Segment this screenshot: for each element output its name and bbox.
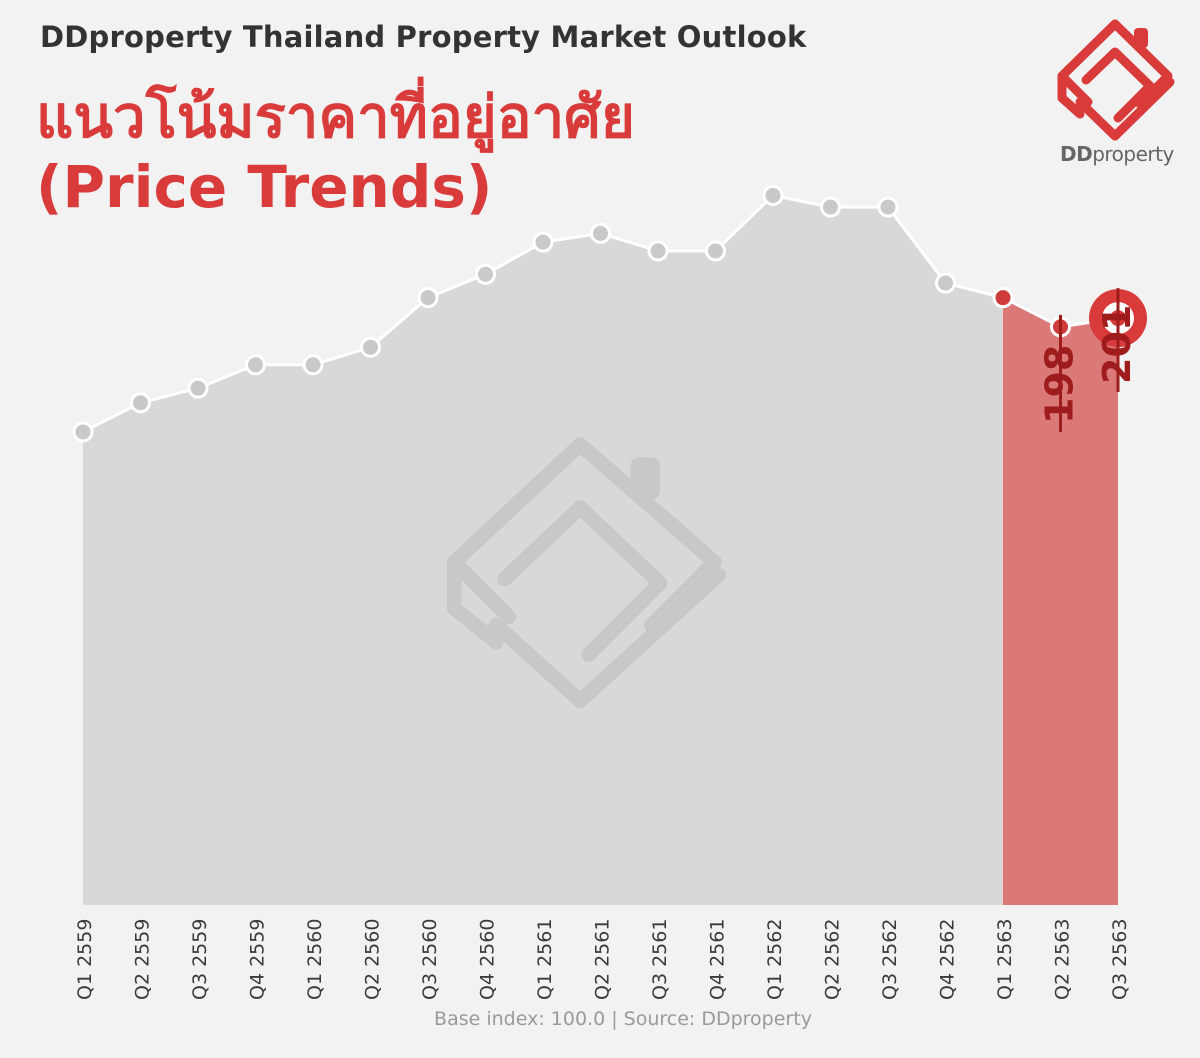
x-tick-label: Q2 2563 <box>1052 919 1074 1000</box>
x-tick-label: Q1 2562 <box>764 919 786 1000</box>
logo-wordmark-light: property <box>1092 142 1174 166</box>
ddproperty-logo-icon <box>1057 19 1175 141</box>
watermark-logo-icon <box>446 437 727 709</box>
x-tick-label: Q1 2560 <box>304 919 326 1000</box>
ddproperty-logo: DDproperty <box>1050 18 1180 168</box>
watermark-stroke <box>488 567 727 709</box>
x-tick-label: Q3 2559 <box>189 919 211 1000</box>
data-point-marker <box>417 287 439 309</box>
title-thai: แนวโน้มราคาที่อยู่อาศัย <box>36 83 635 151</box>
data-point-marker <box>245 354 266 376</box>
source-footnote: Base index: 100.0 | Source: DDproperty <box>434 1008 812 1030</box>
data-point-marker <box>705 240 726 262</box>
tick-layer: Q1 2559 Q2 2559 Q3 2559 Q4 2559 Q1 2560 Q2 25… <box>74 919 1131 1000</box>
data-point-marker <box>820 196 841 218</box>
data-point-marker <box>647 240 669 262</box>
title-english: (Price Trends) <box>36 153 493 221</box>
x-tick-label: Q2 2561 <box>592 919 614 1000</box>
data-point-marker <box>935 272 956 294</box>
x-tick-label: Q4 2561 <box>707 919 729 1000</box>
x-tick-label: Q1 2563 <box>994 919 1016 1000</box>
x-tick-label: Q1 2561 <box>534 919 556 1000</box>
x-tick-label: Q4 2560 <box>477 919 499 1000</box>
watermark-stroke <box>497 500 668 662</box>
data-point-marker <box>532 231 554 253</box>
marker-layer <box>72 184 1147 443</box>
annotation-layer: 198 201 <box>1038 288 1139 432</box>
x-tick-label: Q2 2560 <box>362 919 384 1000</box>
annotation-value-label: 201 <box>1095 305 1139 384</box>
x-tick-label: Q2 2562 <box>822 919 844 1000</box>
area-fill-highlight <box>1003 297 1118 905</box>
logo-wordmark-bold: DD <box>1060 142 1093 166</box>
x-tick-label: Q1 2559 <box>74 919 96 1000</box>
x-tick-label: Q3 2560 <box>419 919 441 1000</box>
data-point-marker <box>130 392 151 414</box>
x-tick-label: Q2 2559 <box>132 919 154 1000</box>
watermark-stroke <box>572 437 722 633</box>
x-tick-label: Q4 2562 <box>937 919 959 1000</box>
area-layer <box>83 195 1118 905</box>
x-tick-label: Q3 2561 <box>649 919 671 1000</box>
watermark-stroke <box>446 554 504 650</box>
logo-wordmark: DDproperty <box>1060 142 1174 166</box>
data-point-marker <box>360 336 381 358</box>
watermark-layer <box>446 437 727 709</box>
data-point-marker <box>877 196 899 218</box>
x-tick-label: Q4 2559 <box>247 919 269 1000</box>
watermark-chimney <box>630 457 660 500</box>
annotation-value-label: 198 <box>1038 345 1082 424</box>
data-point-marker <box>762 184 784 206</box>
chart-title: แนวโน้มราคาที่อยู่อาศัย (Price Trends) <box>36 82 635 222</box>
x-tick-label: Q3 2563 <box>1109 919 1131 1000</box>
data-point-marker <box>302 354 324 376</box>
x-tick-label: Q3 2562 <box>879 919 901 1000</box>
data-point-marker <box>187 377 209 399</box>
chart-supertitle: DDproperty Thailand Property Market Outl… <box>40 20 807 54</box>
data-point-marker <box>992 287 1014 309</box>
data-point-marker <box>72 421 94 443</box>
data-point-marker <box>475 263 496 285</box>
data-point-marker <box>590 222 611 244</box>
